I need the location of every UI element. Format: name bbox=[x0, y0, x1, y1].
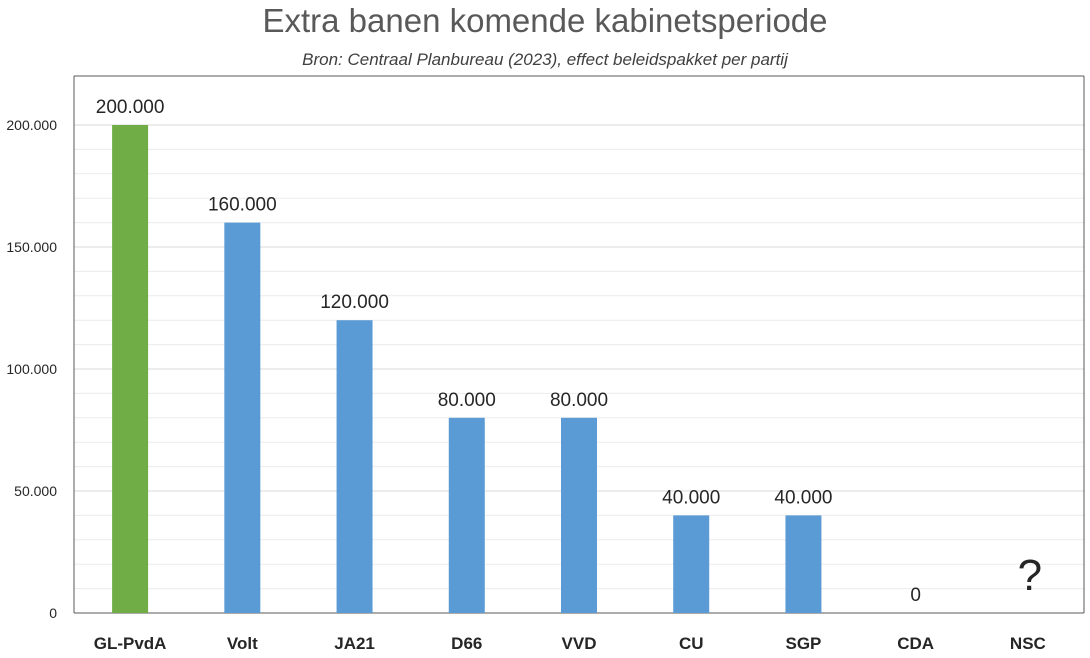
y-tick-label: 50.000 bbox=[14, 483, 57, 499]
bar bbox=[336, 320, 373, 613]
bar bbox=[112, 125, 149, 613]
bar bbox=[561, 417, 597, 613]
x-tick-label: NSC bbox=[1010, 634, 1046, 653]
data-label: 40.000 bbox=[774, 487, 832, 508]
data-label: 160.000 bbox=[208, 195, 277, 216]
y-tick-label: 200.000 bbox=[6, 117, 57, 133]
bar bbox=[785, 515, 822, 613]
data-label: 120.000 bbox=[320, 292, 389, 313]
bar bbox=[224, 222, 261, 613]
y-tick-label: 150.000 bbox=[6, 239, 57, 255]
x-tick-label: GL-PvdA bbox=[94, 634, 167, 653]
x-tick-label: Volt bbox=[227, 634, 258, 653]
x-tick-label: JA21 bbox=[334, 634, 375, 653]
y-tick-label: 100.000 bbox=[6, 361, 57, 377]
chart-subtitle: Bron: Centraal Planbureau (2023), effect… bbox=[302, 50, 788, 69]
x-tick-label: CDA bbox=[897, 634, 934, 653]
data-label: 80.000 bbox=[550, 390, 608, 411]
bar bbox=[448, 417, 485, 613]
y-tick-label: 0 bbox=[49, 605, 57, 621]
x-tick-label: CU bbox=[679, 634, 704, 653]
x-tick-label: D66 bbox=[451, 634, 482, 653]
annotation-label: ? bbox=[1018, 551, 1042, 600]
data-label: 80.000 bbox=[438, 390, 496, 411]
data-label: 200.000 bbox=[96, 97, 165, 118]
bar bbox=[673, 515, 710, 613]
data-label: 40.000 bbox=[662, 487, 720, 508]
data-label: 0 bbox=[910, 585, 921, 606]
x-tick-label: SGP bbox=[785, 634, 821, 653]
chart-title: Extra banen komende kabinetsperiode bbox=[262, 2, 828, 39]
x-tick-label: VVD bbox=[562, 634, 597, 653]
